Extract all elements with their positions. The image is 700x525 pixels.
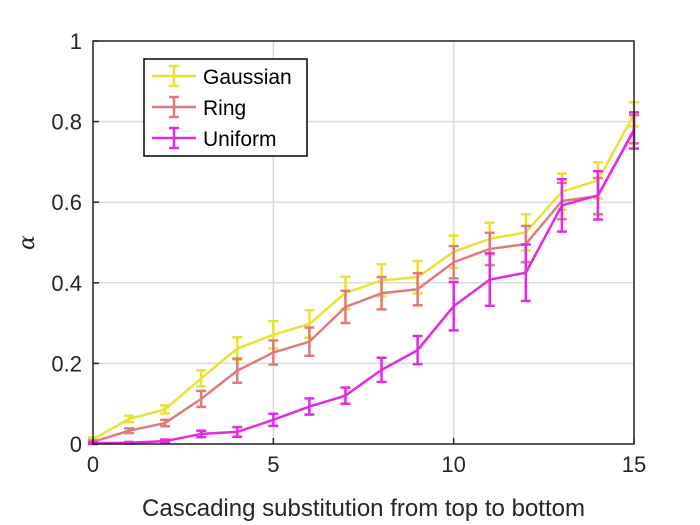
legend-label: Ring (203, 97, 246, 120)
error-bar (124, 414, 135, 424)
error-bar (268, 339, 279, 366)
x-tick-label: 0 (87, 452, 99, 477)
error-bar (160, 418, 171, 428)
data-point (272, 351, 275, 354)
series-lines (88, 101, 639, 446)
data-point (163, 408, 167, 411)
data-point (272, 333, 275, 336)
error-bar (412, 334, 423, 366)
y-axis-label: α (15, 235, 40, 250)
error-bar (412, 271, 423, 307)
error-bar (340, 289, 351, 325)
data-point (344, 394, 347, 397)
data-point (380, 292, 383, 295)
y-tick-label: 0.6 (51, 190, 82, 215)
error-bar (268, 412, 279, 428)
legend-label: Gaussian (203, 66, 292, 89)
data-point (308, 322, 311, 326)
error-bar (448, 280, 459, 332)
x-axis-label: Cascading substitution from top to botto… (142, 495, 585, 522)
series-uniform (88, 111, 639, 446)
error-bar (448, 244, 459, 280)
x-tick-label: 15 (622, 452, 646, 477)
error-bar (376, 275, 387, 311)
series-line (92, 113, 636, 441)
y-tick-label: 0.8 (51, 110, 82, 135)
error-bar (160, 438, 171, 445)
error-bar (124, 427, 135, 435)
plot-frame (92, 40, 635, 445)
error-bar (376, 356, 387, 384)
data-point (488, 247, 491, 251)
data-point (200, 397, 203, 401)
error-bar (196, 429, 207, 439)
error-bar (556, 177, 567, 233)
series-line (92, 128, 636, 444)
legend-item-gaussian: Gaussian (152, 64, 292, 89)
data-point (308, 340, 311, 343)
tick-labels: 0 5 10 15 0 0.2 0.4 0.6 0.8 1 (51, 29, 646, 477)
y-tick-label: 0 (70, 432, 82, 457)
series-ring (88, 113, 639, 445)
data-point (560, 204, 564, 207)
data-point (200, 377, 203, 380)
x-tick-label: 5 (267, 452, 279, 477)
data-point (452, 304, 455, 308)
error-bar (196, 369, 207, 388)
data-point (236, 430, 239, 434)
y-tick-label: 1 (70, 29, 82, 54)
legend-item-ring: Ring (152, 95, 246, 120)
error-bar (196, 389, 207, 409)
data-point (127, 429, 131, 432)
data-point (236, 369, 239, 372)
error-bar (232, 357, 243, 384)
data-point (416, 348, 419, 352)
data-point (127, 417, 131, 421)
legend-items: Gaussian Ring Uniform (152, 64, 292, 151)
error-bar (484, 252, 495, 308)
series-line (92, 129, 636, 445)
data-point (596, 194, 600, 197)
legend-item-uniform: Uniform (152, 126, 277, 151)
legend-label: Uniform (203, 128, 277, 151)
data-point (236, 347, 239, 350)
error-bar (592, 169, 603, 221)
data-point (272, 418, 275, 422)
data-point (344, 305, 347, 309)
data-point (308, 405, 311, 408)
data-point (163, 439, 167, 443)
data-point (163, 421, 167, 425)
data-point (524, 271, 527, 274)
error-bar (232, 425, 243, 438)
x-tick-label: 10 (441, 452, 465, 477)
legend: Gaussian Ring Uniform (143, 58, 308, 157)
error-bar (304, 326, 315, 357)
data-point (200, 432, 203, 436)
y-tick-label: 0.4 (51, 271, 82, 296)
error-bar (520, 243, 531, 303)
data-point (380, 368, 383, 372)
axes (92, 40, 635, 445)
error-bar (340, 386, 351, 405)
y-tick-label: 0.2 (51, 351, 82, 376)
data-point (488, 278, 491, 281)
error-bar (304, 397, 315, 416)
data-point (416, 288, 419, 291)
error-bar (160, 404, 171, 415)
data-point (452, 261, 455, 264)
